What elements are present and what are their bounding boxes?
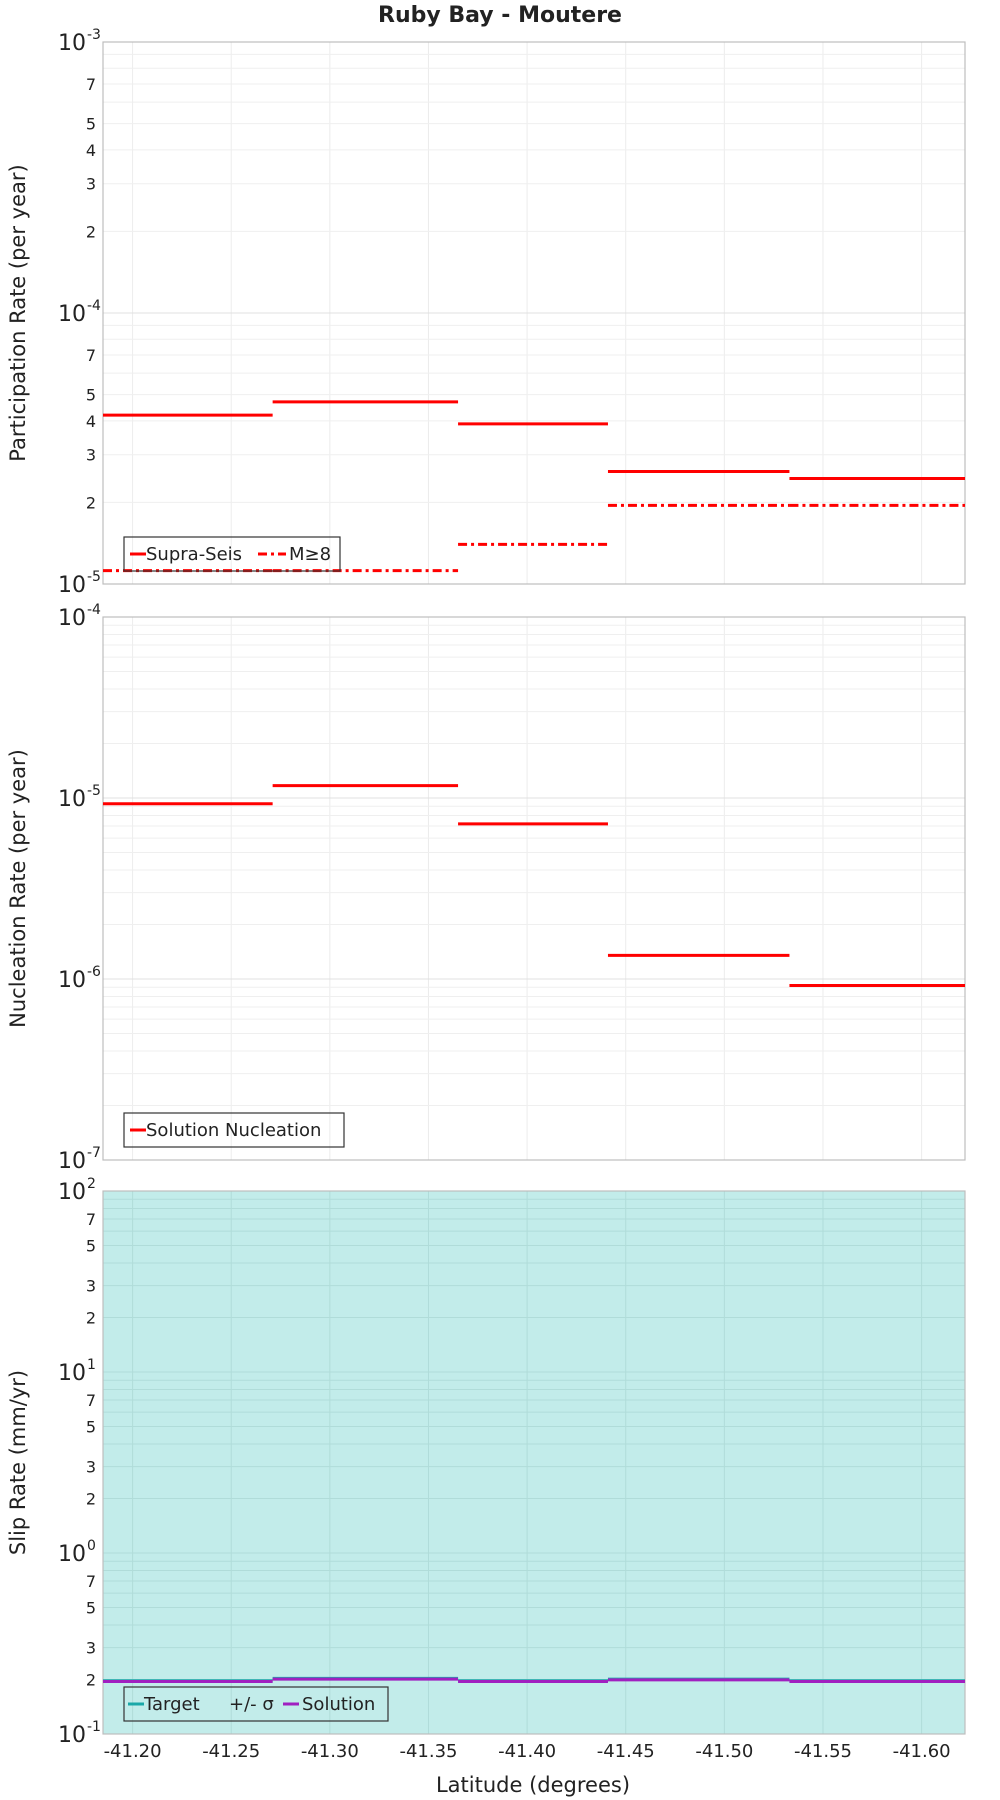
y-axis-label-participation: Participation Rate (per year)	[6, 164, 30, 461]
x-tick-label: -41.55	[794, 1741, 852, 1762]
y-tick-label: 10	[58, 1149, 86, 1174]
legend-box	[123, 536, 341, 572]
sigma-band	[103, 1191, 965, 1734]
y-minor-tick-label: 5	[86, 1236, 96, 1255]
y-minor-tick-label: 4	[86, 141, 96, 160]
x-axis-label: Latitude (degrees)	[436, 1773, 630, 1797]
legend-participation: Supra-Seis M≥8	[123, 536, 341, 572]
x-tick-label: -41.35	[399, 1741, 457, 1762]
series-nucleation-1	[103, 784, 965, 988]
y-minor-tick-label: 3	[86, 446, 96, 465]
y-tick-exponent: 0	[87, 1538, 96, 1554]
legend-swatch	[218, 1701, 224, 1707]
legend-label: M≥8	[289, 544, 331, 565]
y-minor-tick-label: 3	[86, 1277, 96, 1296]
y-minor-tick-label: 7	[86, 75, 96, 94]
y-tick-exponent: -4	[87, 298, 101, 314]
y-tick-exponent: -5	[87, 569, 101, 585]
y-tick-exponent: -5	[87, 783, 101, 799]
legend-label: +/- σ	[229, 1694, 274, 1715]
y-tick-label: 10	[58, 1542, 86, 1567]
y-tick-exponent: -7	[87, 1145, 101, 1161]
x-axis: -41.20 -41.25 -41.30 -41.35 -41.40 -41.45 -41.…	[104, 1741, 951, 1762]
y-minor-tick-label: 2	[86, 493, 96, 512]
legend-slip: Target +/- σ Solution	[123, 1686, 389, 1722]
y-minor-tick-label: 4	[86, 412, 96, 431]
legend-label: Target	[143, 1694, 200, 1715]
series-slip-2	[103, 1677, 965, 1684]
y-tick-label: 10	[58, 1723, 86, 1748]
y-tick-exponent: -3	[87, 27, 101, 43]
y-tick-label: 10	[58, 787, 86, 812]
legend-label: Solution	[302, 1694, 375, 1715]
y-tick-exponent: -1	[87, 1719, 101, 1735]
y-minor-tick-label: 5	[86, 115, 96, 134]
plot-frame-nucleation	[102, 616, 966, 1161]
y-minor-tick-label: 7	[86, 1210, 96, 1229]
y-axis-label-nucleation: Nucleation Rate (per year)	[6, 749, 30, 1028]
y-minor-tick-label: 7	[86, 346, 96, 365]
y-tick-exponent: -6	[87, 964, 101, 980]
gridlines-slip	[103, 1191, 965, 1735]
plot-frame-slip	[102, 1190, 966, 1735]
x-tick-label: -41.30	[301, 1741, 359, 1762]
x-tick-label: -41.50	[695, 1741, 753, 1762]
plot-frame-participation	[102, 41, 966, 585]
y-tick-labels-nucleation: 10-410-510-610-7	[58, 602, 101, 1174]
y-tick-exponent: 1	[87, 1357, 96, 1373]
y-minor-tick-label: 2	[86, 1490, 96, 1509]
y-tick-label: 10	[58, 302, 86, 327]
y-minor-tick-label: 2	[86, 222, 96, 241]
y-tick-exponent: -4	[87, 602, 101, 618]
y-tick-label: 10	[58, 31, 86, 56]
y-minor-tick-label: 2	[86, 1309, 96, 1328]
y-tick-exponent: 2	[87, 1176, 96, 1192]
y-minor-tick-label: 3	[86, 1458, 96, 1477]
y-minor-tick-label: 2	[86, 1671, 96, 1690]
y-minor-tick-labels-participation: 7 5 4 3 2 7 5 4 3 2	[86, 75, 96, 512]
y-minor-tick-label: 5	[86, 1598, 96, 1617]
x-tick-label: -41.40	[498, 1741, 556, 1762]
y-minor-tick-label: 5	[86, 386, 96, 405]
y-minor-tick-labels-slip: 7 5 3 2 7 5 3 2 7 5 3 2	[86, 1210, 96, 1689]
y-tick-label: 10	[58, 606, 86, 631]
y-minor-tick-label: 7	[86, 1572, 96, 1591]
y-tick-label: 10	[58, 573, 86, 598]
x-tick-label: -41.60	[893, 1741, 951, 1762]
x-tick-label: -41.45	[597, 1741, 655, 1762]
y-axis-label-slip: Slip Rate (mm/yr)	[6, 1370, 30, 1555]
x-tick-label: -41.25	[202, 1741, 260, 1762]
y-minor-tick-label: 3	[86, 175, 96, 194]
y-minor-tick-label: 7	[86, 1391, 96, 1410]
series-participation-1	[103, 400, 965, 481]
legend-label: Solution Nucleation	[146, 1120, 321, 1141]
gridlines-nucleation	[103, 617, 965, 1161]
y-minor-tick-label: 5	[86, 1417, 96, 1436]
x-tick-label: -41.20	[104, 1741, 162, 1762]
gridlines-participation	[103, 42, 965, 585]
y-minor-tick-label: 3	[86, 1639, 96, 1658]
legend-nucleation: Solution Nucleation	[123, 1112, 345, 1148]
y-tick-label: 10	[58, 1180, 86, 1205]
chart-title: Ruby Bay - Moutere	[378, 3, 622, 28]
y-tick-label: 10	[58, 1361, 86, 1386]
legend-box	[123, 1112, 345, 1148]
y-tick-labels-participation: 10-310-410-5	[58, 27, 101, 598]
legend-box	[123, 1686, 389, 1722]
legend-label: Supra-Seis	[146, 544, 242, 565]
y-tick-label: 10	[58, 968, 86, 993]
